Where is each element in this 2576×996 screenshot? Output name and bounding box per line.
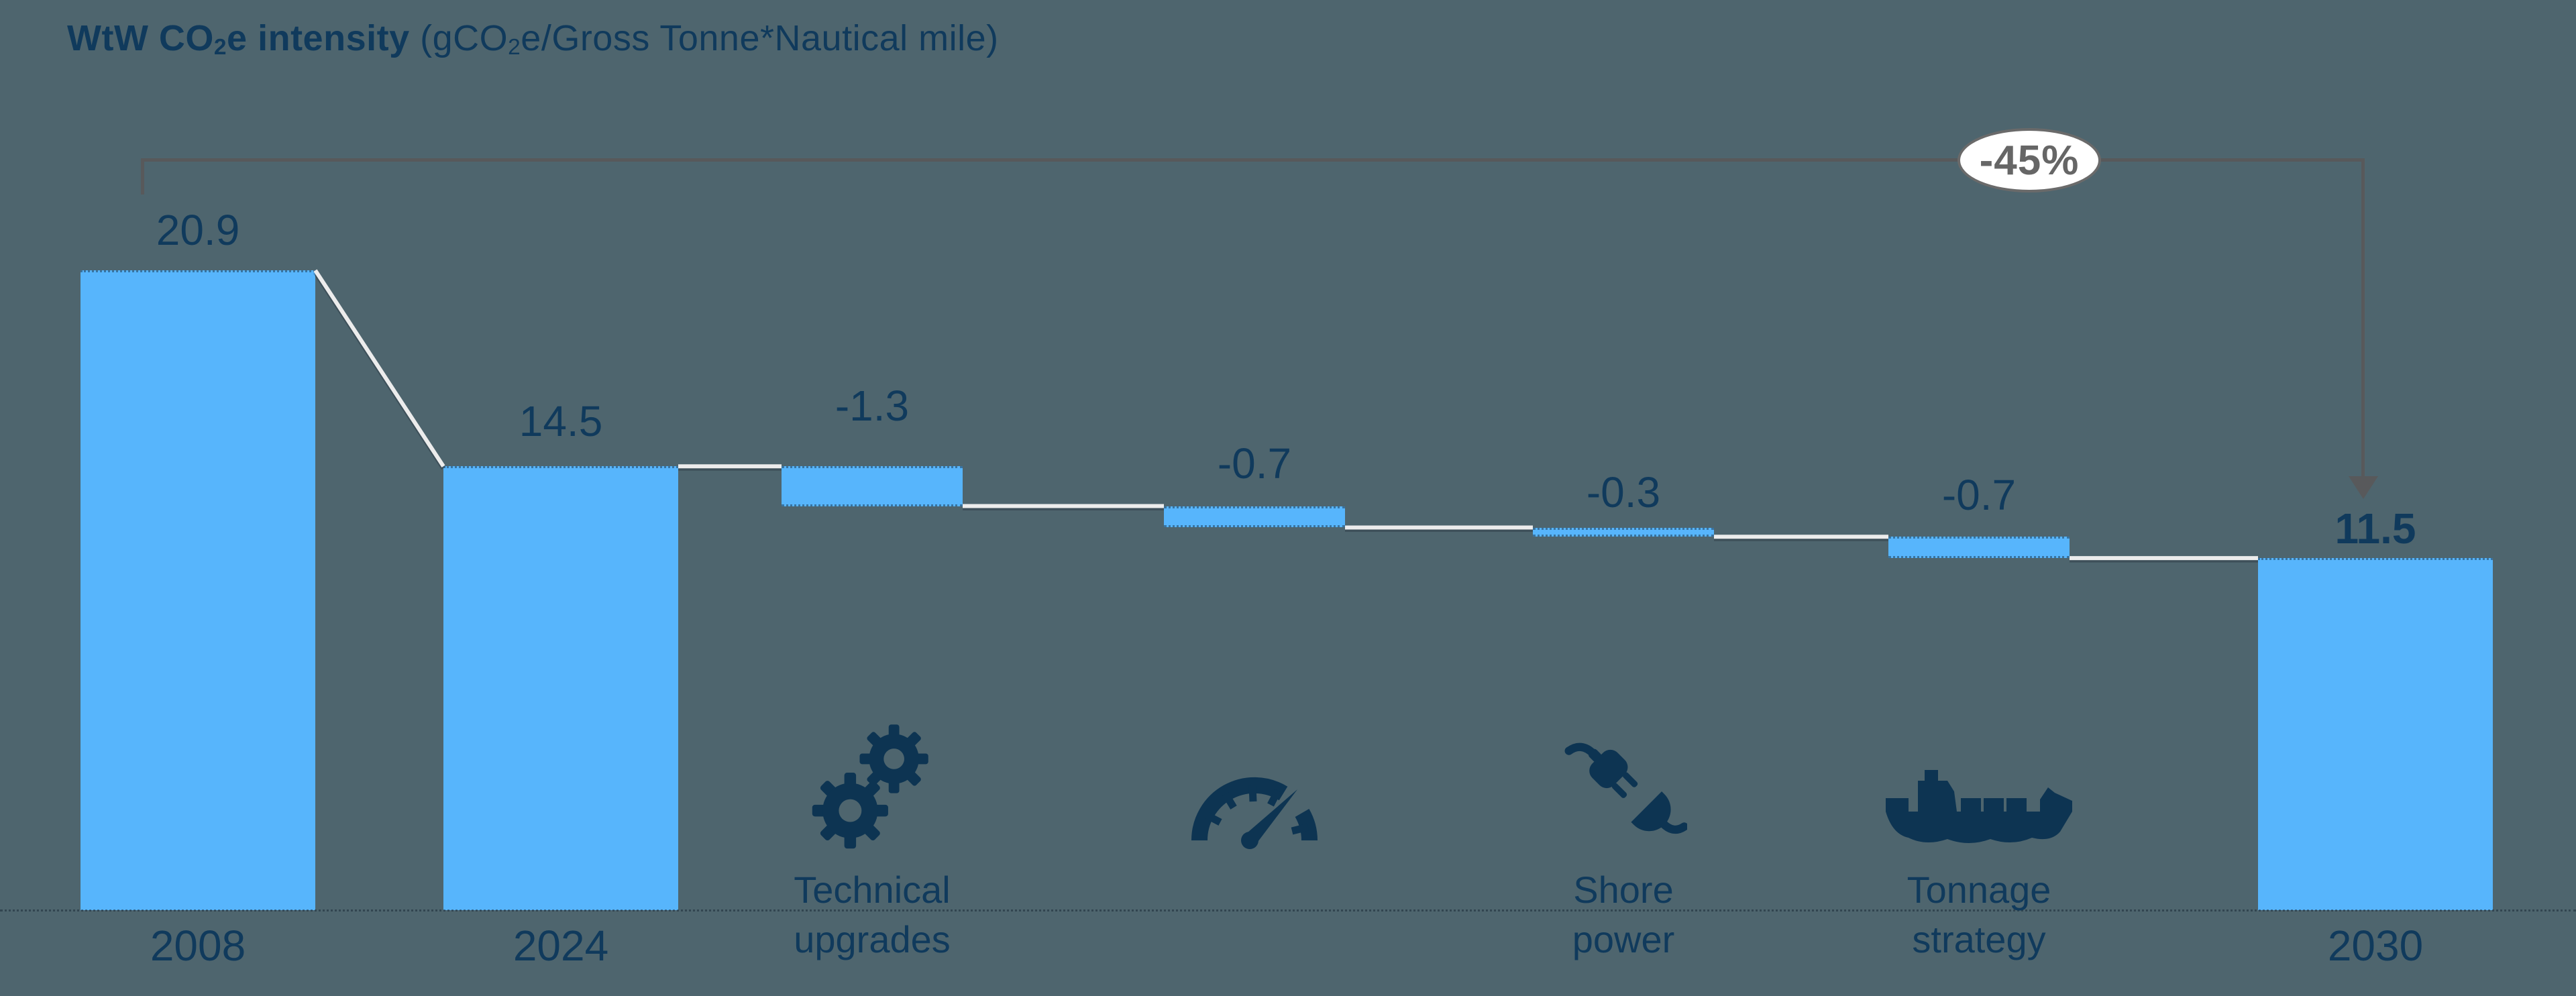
- bar-shore-power: [1533, 527, 1714, 537]
- bar-2030: [2258, 558, 2493, 910]
- category-label-line: strategy: [1912, 918, 2046, 960]
- reduction-badge-label: -45%: [1979, 137, 2080, 184]
- value-label-technical-upgrades: -1.3: [835, 382, 910, 431]
- plug-icon: [1560, 722, 1688, 849]
- title-unit: (gCO: [409, 18, 508, 58]
- value-label-shore-power: -0.3: [1586, 467, 1661, 516]
- axis-label-2024: 2024: [513, 922, 609, 970]
- category-label-line: upgrades: [794, 918, 951, 960]
- bar-speed: [1164, 506, 1345, 528]
- category-label-tonnage-strategy: Tonnage strategy: [1805, 865, 2153, 964]
- bar-2024: [443, 466, 678, 910]
- title-main-subscript: 2: [213, 35, 227, 60]
- reduction-bracket-left-tick: [141, 158, 144, 195]
- title-unit-suffix: e/Gross Tonne*Nautical mile): [521, 18, 999, 58]
- bar-tonnage-strategy: [1888, 537, 2070, 559]
- arrow-down-icon: [2348, 476, 2378, 499]
- bar-2008: [80, 270, 315, 910]
- value-label-2024: 14.5: [519, 397, 603, 446]
- value-label-2008: 20.9: [156, 206, 240, 255]
- category-label-technical-upgrades: Technical upgrades: [698, 865, 1046, 964]
- ship-icon: [1882, 762, 2076, 849]
- category-label-line: Technical: [794, 869, 951, 911]
- speedometer-icon: [1187, 759, 1322, 849]
- title-unit-subscript: 2: [508, 35, 521, 60]
- value-label-tonnage-strategy: -0.7: [1941, 471, 2017, 520]
- axis-baseline: [0, 909, 2576, 911]
- category-label-line: Tonnage: [1907, 869, 2051, 911]
- chart-title: WtW CO2e intensity (gCO2e/Gross Tonne*Na…: [67, 17, 999, 60]
- gears-icon: [812, 722, 932, 849]
- title-main: WtW CO: [67, 18, 214, 58]
- axis-label-2008: 2008: [150, 922, 246, 970]
- reduction-bracket-line: [141, 158, 2365, 162]
- category-label-line: power: [1572, 918, 1675, 960]
- value-label-2030: 11.5: [2334, 504, 2416, 553]
- reduction-badge: -45%: [1957, 128, 2101, 192]
- bar-technical-upgrades: [782, 466, 963, 506]
- value-label-speed: -0.7: [1217, 439, 1292, 488]
- title-main-suffix: e intensity: [227, 18, 410, 58]
- reduction-bracket-vertical: [2361, 158, 2365, 476]
- axis-label-2030: 2030: [2327, 922, 2424, 970]
- category-label-shore-power: Shore power: [1449, 865, 1798, 964]
- category-label-line: Shore: [1573, 869, 1674, 911]
